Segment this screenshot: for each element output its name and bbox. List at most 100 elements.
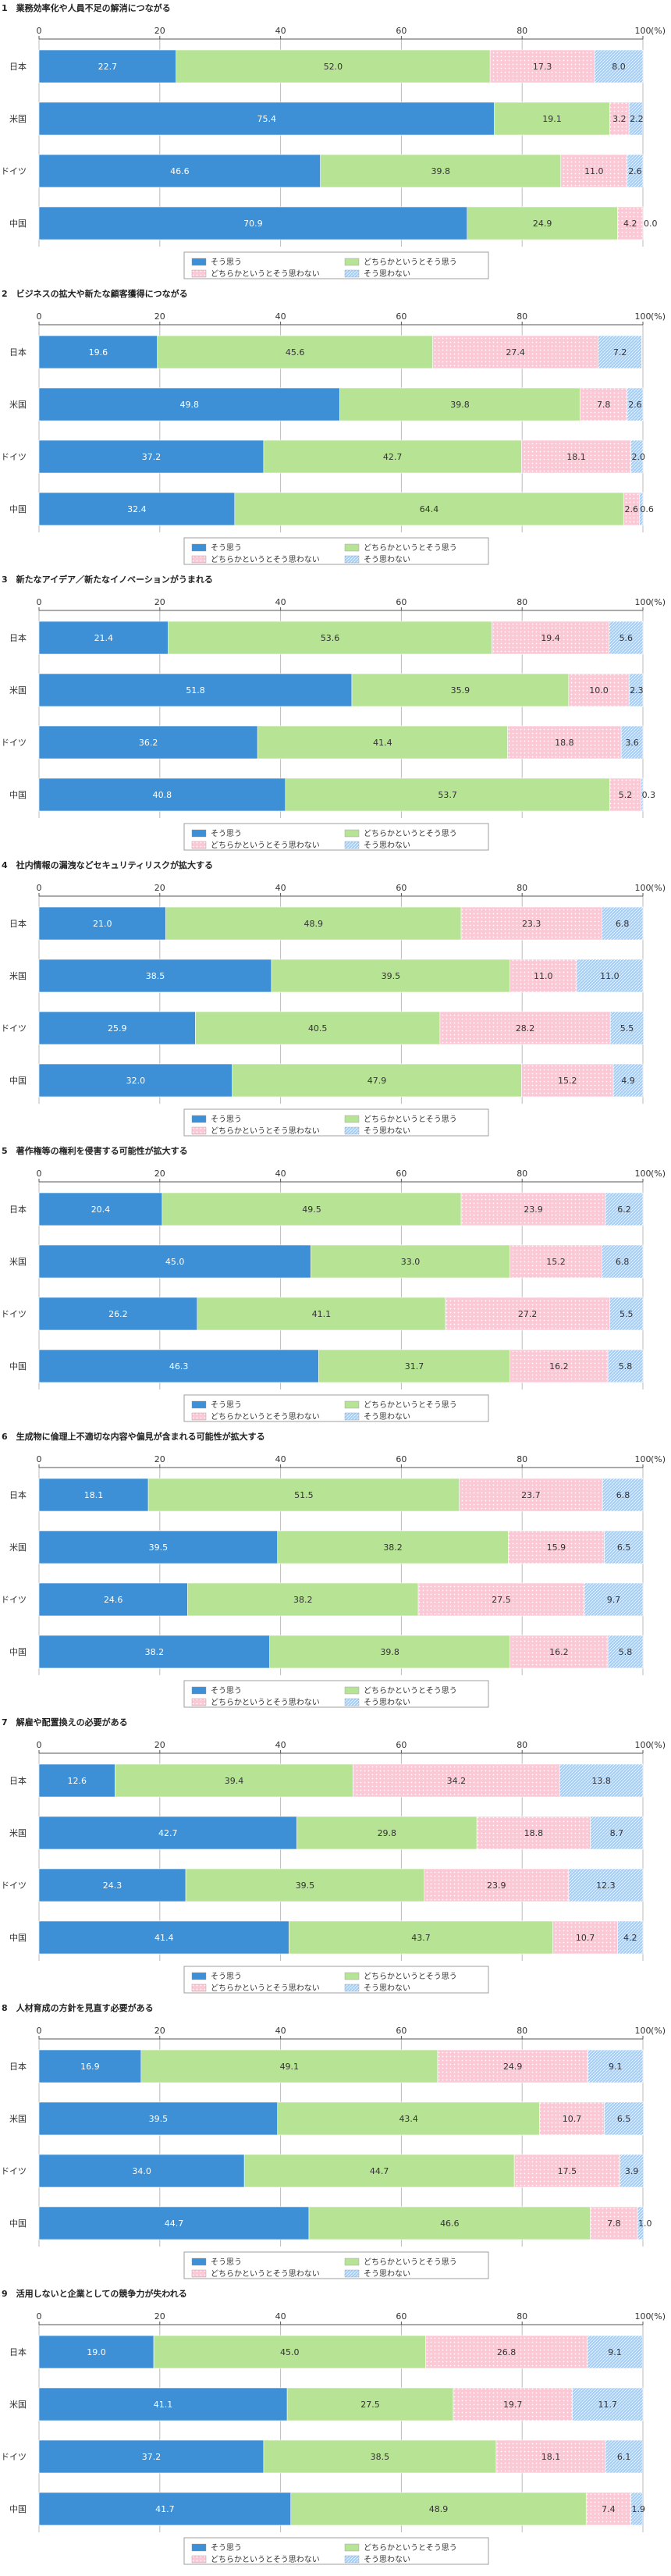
bar-segment — [432, 335, 599, 369]
bar-segment — [38, 725, 258, 760]
data-label: 19.7 — [503, 2400, 523, 2410]
legend-swatch — [344, 1412, 360, 1421]
bar-segment — [609, 1011, 644, 1045]
data-label: 34.0 — [132, 2166, 151, 2176]
bar-segment — [320, 154, 562, 188]
legend-swatch — [191, 2543, 207, 2552]
data-label: 44.7 — [370, 2166, 389, 2176]
data-label: 12.3 — [596, 1880, 616, 1891]
data-label: 11.7 — [598, 2400, 617, 2410]
bar-segment — [187, 1582, 419, 1617]
data-label: 18.8 — [524, 1828, 544, 1838]
legend-label: どちらかというとそう思わない — [211, 269, 320, 279]
bar-segment — [38, 1349, 319, 1383]
category-label: ドイツ — [1, 738, 27, 748]
bar-segment — [639, 492, 644, 526]
data-label: 16.2 — [549, 1647, 569, 1657]
data-label: 18.1 — [84, 1490, 104, 1500]
data-label: 23.9 — [524, 1204, 543, 1215]
category-label: ドイツ — [1, 2166, 27, 2176]
legend-swatch — [344, 258, 360, 266]
legend-label: どちらかというとそう思わない — [211, 1984, 320, 1993]
tick-label: 100 — [635, 1740, 651, 1750]
bar-segment — [286, 2387, 454, 2421]
tick-label: 80 — [517, 883, 527, 893]
category-label: 米国 — [9, 2400, 27, 2410]
tick-label: 60 — [396, 597, 407, 607]
bar-segment — [38, 206, 468, 240]
category-label: 中国 — [9, 504, 27, 514]
data-label: 32.4 — [127, 504, 147, 514]
legend-label: どちらかというとそう思わない — [211, 555, 320, 564]
legend-swatch — [344, 1686, 360, 1695]
bar-segment — [285, 777, 610, 812]
data-label: 3.6 — [625, 738, 639, 748]
unit-label: (%) — [651, 311, 666, 322]
bar-segment — [318, 1349, 511, 1383]
data-label: 37.2 — [142, 452, 162, 462]
data-label: 46.6 — [440, 2218, 460, 2229]
tick-label: 80 — [517, 2026, 527, 2036]
data-label: 19.1 — [542, 114, 562, 124]
bar-segment — [580, 387, 628, 422]
unit-label: (%) — [651, 1454, 666, 1464]
data-label: 27.5 — [492, 1595, 511, 1605]
bar-segment — [609, 621, 644, 655]
legend-swatch — [344, 841, 360, 849]
legend-label: どちらかというとそう思わない — [211, 1412, 320, 1421]
data-label: 43.4 — [399, 2114, 418, 2124]
data-label: 21.0 — [93, 919, 112, 929]
bar-segment — [509, 1244, 602, 1279]
legend-label: そう思わない — [364, 841, 410, 850]
data-label: 16.2 — [549, 1361, 569, 1372]
bar-segment — [38, 1011, 196, 1045]
chart-title: 4 社内情報の漏洩などセキュリティリスクが拡大する — [2, 859, 213, 870]
category-label: 米国 — [9, 114, 27, 124]
chart-title: 7 解雇や配置換えの必要がある — [2, 1717, 128, 1727]
stacked-bar-chart: 2 ビジネスの拡大や新たな顧客獲得につながる 0 20 40 60 80 100 (%) 日本 1… — [0, 286, 671, 567]
legend-label: どちらかというとそう思う — [364, 1400, 457, 1410]
data-label: 16.9 — [80, 2062, 100, 2072]
bar-segment — [605, 1192, 644, 1226]
bar-segment — [277, 1530, 509, 1564]
data-label: 5.5 — [620, 1309, 634, 1319]
bar-segment — [310, 1244, 511, 1279]
tick-label: 100 — [635, 26, 651, 36]
data-label: 46.3 — [169, 1361, 189, 1372]
bar-segment — [38, 621, 169, 655]
legend-label: どちらかというとそう思わない — [211, 1126, 320, 1136]
bar-segment — [492, 621, 609, 655]
unit-label: (%) — [651, 2311, 666, 2322]
legend-label: そう思う — [211, 2543, 242, 2553]
data-label: 39.5 — [149, 2114, 169, 2124]
bar-segment — [439, 1011, 611, 1045]
data-label: 18.1 — [566, 452, 586, 462]
legend-swatch — [344, 1984, 360, 1992]
tick-label: 40 — [275, 1169, 286, 1179]
legend-swatch — [191, 1972, 207, 1980]
bar-segment — [602, 1478, 644, 1512]
bar-segment — [587, 2335, 643, 2369]
data-label: 39.5 — [149, 1542, 169, 1553]
legend-label: どちらかというとそう思う — [364, 1972, 457, 1981]
data-label: 6.8 — [616, 919, 630, 929]
legend-swatch — [191, 1400, 207, 1409]
data-label: 4.2 — [623, 219, 637, 229]
tick-label: 100 — [635, 2311, 651, 2322]
bar-segment — [559, 1763, 644, 1798]
bar-segment — [38, 1478, 149, 1512]
category-label: ドイツ — [1, 1309, 27, 1319]
data-label: 53.7 — [438, 790, 457, 800]
data-label: 45.0 — [280, 2347, 300, 2357]
legend-swatch — [191, 1984, 207, 1992]
category-label: ドイツ — [1, 2452, 27, 2462]
bar-segment — [489, 49, 595, 84]
chart-title: 5 著作権等の権利を侵害する可能性が拡大する — [2, 1145, 188, 1156]
tick-label: 40 — [275, 2026, 286, 2036]
tick-label: 60 — [396, 2026, 407, 2036]
data-label: 0.0 — [644, 219, 658, 229]
category-label: ドイツ — [1, 1023, 27, 1034]
data-label: 3.2 — [612, 114, 627, 124]
category-label: 中国 — [9, 2504, 27, 2514]
bar-segment — [539, 2101, 605, 2136]
